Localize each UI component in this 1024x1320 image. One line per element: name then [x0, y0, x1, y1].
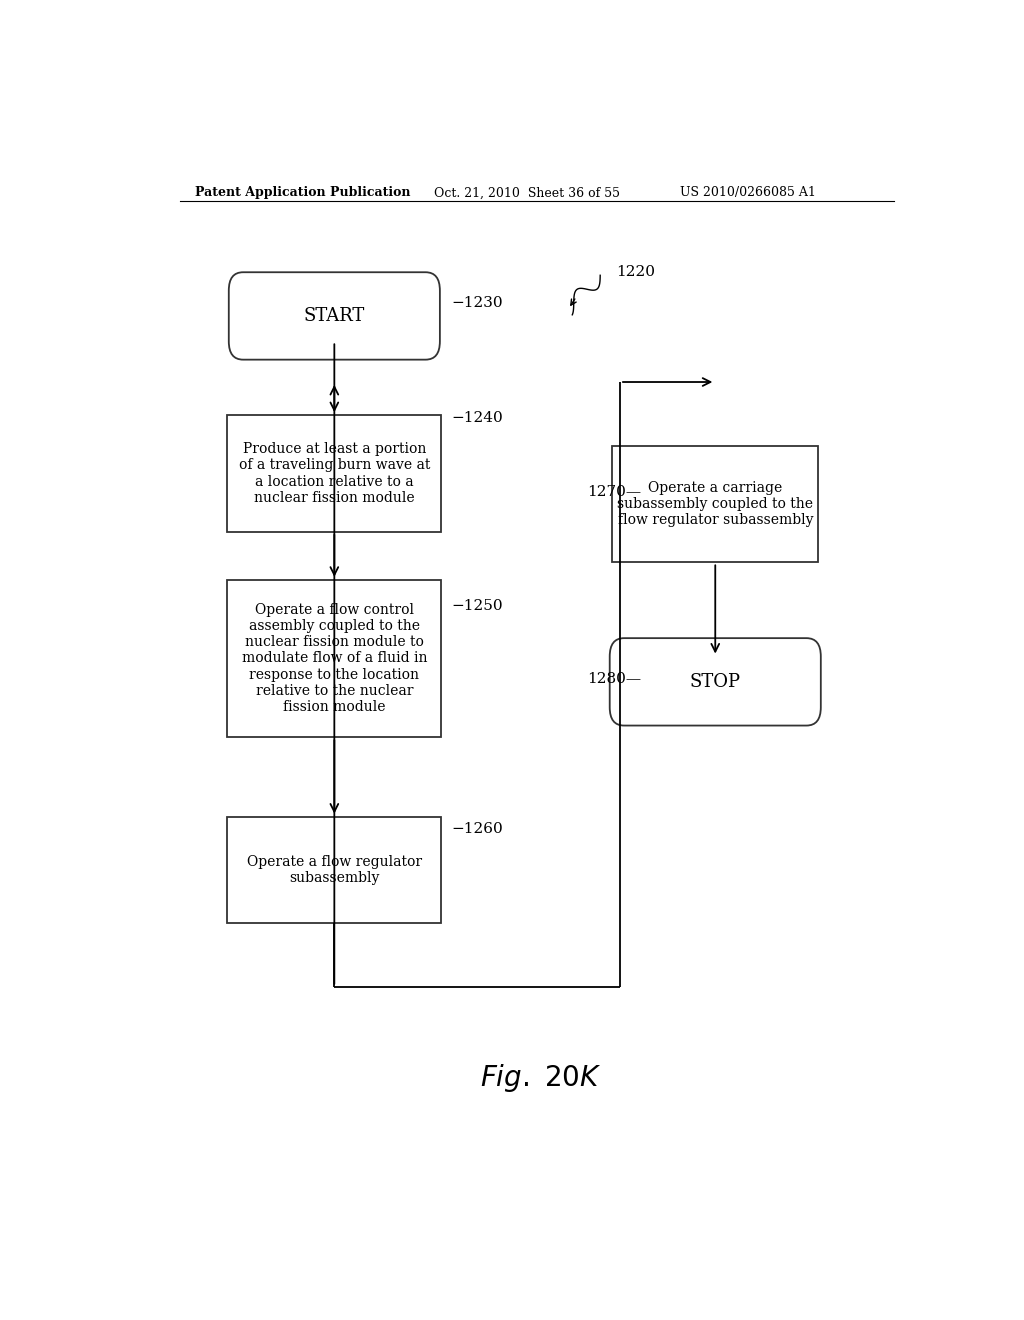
Text: Patent Application Publication: Patent Application Publication — [196, 186, 411, 199]
Text: 1220: 1220 — [616, 265, 655, 280]
Bar — [227, 817, 441, 923]
Text: START: START — [304, 308, 365, 325]
Text: US 2010/0266085 A1: US 2010/0266085 A1 — [680, 186, 815, 199]
Text: −1250: −1250 — [452, 598, 504, 612]
Bar — [227, 414, 441, 532]
Text: 1280—: 1280— — [587, 672, 641, 686]
Text: Operate a flow control
assembly coupled to the
nuclear fission module to
modulat: Operate a flow control assembly coupled … — [242, 603, 427, 714]
Bar — [227, 579, 441, 738]
Text: −1230: −1230 — [452, 296, 504, 310]
Text: Operate a flow regulator
subassembly: Operate a flow regulator subassembly — [247, 855, 422, 884]
Text: Oct. 21, 2010  Sheet 36 of 55: Oct. 21, 2010 Sheet 36 of 55 — [433, 186, 620, 199]
Text: $\mathit{Fig.}$ $\mathit{20K}$: $\mathit{Fig.}$ $\mathit{20K}$ — [480, 1063, 601, 1094]
Text: 1270—: 1270— — [587, 484, 641, 499]
Bar — [612, 446, 818, 562]
Text: Operate a carriage
subassembly coupled to the
flow regulator subassembly: Operate a carriage subassembly coupled t… — [617, 480, 813, 527]
FancyBboxPatch shape — [228, 272, 440, 359]
Text: STOP: STOP — [690, 673, 740, 690]
Text: −1240: −1240 — [452, 411, 504, 425]
Text: Produce at least a portion
of a traveling burn wave at
a location relative to a
: Produce at least a portion of a travelin… — [239, 442, 430, 504]
Text: −1260: −1260 — [452, 822, 504, 837]
FancyBboxPatch shape — [609, 638, 821, 726]
